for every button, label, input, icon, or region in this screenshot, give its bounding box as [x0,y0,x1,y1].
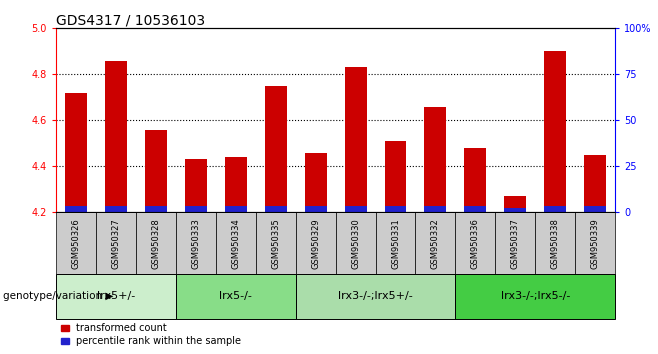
Bar [544,51,567,212]
Text: GSM950336: GSM950336 [471,218,480,269]
Text: GSM950334: GSM950334 [231,218,240,269]
Bar [536,212,575,274]
Text: GSM950330: GSM950330 [351,218,360,269]
Bar [575,212,615,274]
Text: GSM950335: GSM950335 [271,218,280,269]
Text: lrx5+/-: lrx5+/- [97,291,135,302]
Text: genotype/variation ▶: genotype/variation ▶ [3,291,114,302]
Bar [295,274,455,319]
Bar [455,274,615,319]
Bar [176,212,216,274]
Bar [455,212,495,274]
Text: GSM950337: GSM950337 [511,218,520,269]
Bar [185,206,207,212]
Bar [345,206,367,212]
Bar [295,212,336,274]
Bar [65,206,87,212]
Bar [424,206,446,212]
Bar [384,206,407,212]
Text: GSM950339: GSM950339 [591,218,599,269]
Bar [56,274,176,319]
Bar [505,208,526,212]
Bar [305,206,326,212]
Text: GSM950338: GSM950338 [551,218,560,269]
Text: GDS4317 / 10536103: GDS4317 / 10536103 [56,13,205,27]
Bar [465,206,486,212]
Bar [105,206,127,212]
Text: GSM950327: GSM950327 [111,218,120,269]
Text: GSM950333: GSM950333 [191,218,200,269]
Text: GSM950332: GSM950332 [431,218,440,269]
Bar [495,212,536,274]
Bar [256,212,295,274]
Bar [136,212,176,274]
Bar [216,212,256,274]
Bar [65,93,87,212]
Bar [544,206,567,212]
Bar [105,61,127,212]
Text: GSM950331: GSM950331 [391,218,400,269]
Legend: transformed count, percentile rank within the sample: transformed count, percentile rank withi… [61,324,241,346]
Bar [96,212,136,274]
Bar [384,141,407,212]
Bar [584,155,606,212]
Bar [185,159,207,212]
Bar [415,212,455,274]
Bar [225,157,247,212]
Bar [336,212,376,274]
Bar [424,107,446,212]
Bar [305,153,326,212]
Text: GSM950329: GSM950329 [311,218,320,269]
Bar [465,148,486,212]
Bar [265,86,287,212]
Text: GSM950328: GSM950328 [151,218,161,269]
Bar [584,206,606,212]
Bar [145,130,166,212]
Bar [145,206,166,212]
Text: lrx3-/-;lrx5-/-: lrx3-/-;lrx5-/- [501,291,570,302]
Bar [176,274,295,319]
Bar [505,196,526,212]
Bar [345,67,367,212]
Text: lrx5-/-: lrx5-/- [219,291,252,302]
Bar [225,206,247,212]
Text: GSM950326: GSM950326 [72,218,80,269]
Text: lrx3-/-;lrx5+/-: lrx3-/-;lrx5+/- [338,291,413,302]
Bar [56,212,96,274]
Bar [265,206,287,212]
Bar [376,212,415,274]
